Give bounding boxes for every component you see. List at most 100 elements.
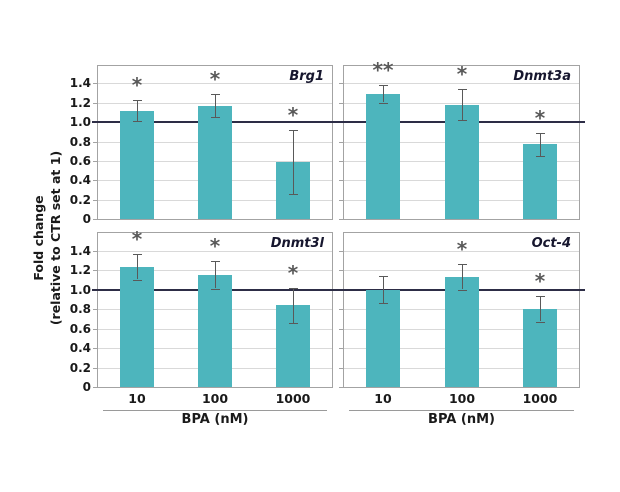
error-bar-dnmt3a-100nM [462, 89, 463, 120]
y-tick-label-1.4: 1.4 [69, 244, 91, 258]
error-bar-cap-top [536, 296, 545, 297]
y-tick-mark-0 [93, 387, 97, 388]
y-tick-label-1: 1.0 [69, 283, 91, 297]
y-tick-mark-1.2 [339, 270, 343, 271]
error-bar-brg1-1000nM [293, 130, 294, 194]
y-tick-mark-0.2 [339, 368, 343, 369]
y-tick-mark-1.4 [93, 251, 97, 252]
significance-marker-dnmt3l-100nM: * [209, 234, 221, 258]
error-bar-dnmt3a-10nM [383, 85, 384, 102]
bar-dnmt3a-10nM [366, 94, 400, 219]
error-bar-cap-top [458, 89, 467, 90]
y-tick-mark-0.8 [93, 309, 97, 310]
y-tick-mark-1.4 [93, 83, 97, 84]
gridline-1.2 [344, 270, 579, 271]
y-tick-label-1.4: 1.4 [69, 76, 91, 90]
y-tick-mark-0.4 [93, 348, 97, 349]
significance-marker-dnmt3a-1000nM: * [534, 106, 546, 130]
bar-dnmt3l-10nM [120, 267, 154, 387]
y-tick-mark-0 [339, 219, 343, 220]
bar-dnmt3a-100nM [445, 105, 479, 219]
y-tick-label-0.2: 0.2 [69, 193, 91, 207]
error-bar-cap-top [379, 276, 388, 277]
y-tick-mark-0.6 [93, 329, 97, 330]
error-bar-cap-bottom [289, 194, 298, 195]
y-tick-mark-0 [339, 387, 343, 388]
y-axis-title-line1: Fold change [31, 195, 46, 281]
gene-label-dnmt3a: Dnmt3a [513, 69, 571, 84]
y-tick-mark-0.8 [339, 309, 343, 310]
x-tick-label-1000nM: 1000 [275, 391, 311, 406]
error-bar-dnmt3a-1000nM [540, 133, 541, 156]
significance-marker-oct-4-1000nM: * [534, 269, 546, 293]
x-tick-label-10nM: 10 [374, 391, 392, 406]
y-tick-mark-1.2 [93, 103, 97, 104]
x-tick-label-100nM: 100 [448, 391, 476, 406]
y-tick-mark-0.2 [339, 200, 343, 201]
x-axis-divider-line [349, 410, 574, 411]
gene-label-dnmt3l: Dnmt3l [270, 236, 324, 251]
error-bar-cap-bottom [458, 290, 467, 291]
error-bar-oct-4-1000nM [540, 296, 541, 321]
y-tick-mark-0.8 [339, 142, 343, 143]
error-bar-dnmt3l-10nM [137, 254, 138, 279]
significance-marker-dnmt3l-1000nM: * [287, 261, 299, 285]
y-tick-label-0.2: 0.2 [69, 361, 91, 375]
bar-brg1-10nM [120, 111, 154, 219]
panel-brg1: * * * Brg1 0 0.2 0.4 0.6 0.8 1.0 1.2 1.4 [70, 65, 338, 226]
y-tick-label-1.2: 1.2 [69, 263, 91, 277]
y-tick-mark-0.6 [339, 329, 343, 330]
gridline-1.4 [344, 251, 579, 252]
x-tick-label-100nM: 100 [201, 391, 229, 406]
gridline-1.2 [344, 103, 579, 104]
error-bar-cap-bottom [536, 322, 545, 323]
y-tick-mark-0.6 [339, 161, 343, 162]
gridline-1.4 [98, 83, 332, 84]
y-tick-label-1: 1.0 [69, 115, 91, 129]
x-axis-divider-line [103, 410, 327, 411]
error-bar-cap-bottom [133, 280, 142, 281]
y-tick-mark-0.4 [93, 180, 97, 181]
y-tick-label-0: 0 [82, 380, 91, 394]
error-bar-cap-top [289, 130, 298, 131]
gridline-1.4 [98, 251, 332, 252]
panel-dnmt3a: ** * * Dnmt3a [338, 60, 585, 220]
error-bar-brg1-100nM [215, 94, 216, 117]
error-bar-cap-top [211, 261, 220, 262]
y-tick-mark-1.2 [339, 103, 343, 104]
x-tick-label-1000nM: 1000 [522, 391, 558, 406]
significance-marker-oct-4-100nM: * [456, 237, 468, 261]
bar-dnmt3l-100nM [198, 275, 232, 387]
y-tick-label-0.4: 0.4 [69, 173, 91, 187]
significance-marker-dnmt3a-100nM: * [456, 62, 468, 86]
error-bar-oct-4-10nM [383, 276, 384, 303]
error-bar-cap-bottom [133, 121, 142, 122]
y-tick-mark-0 [93, 219, 97, 220]
y-tick-mark-1.4 [339, 83, 343, 84]
significance-marker-brg1-1000nM: * [287, 103, 299, 127]
error-bar-dnmt3l-1000nM [293, 288, 294, 323]
error-bar-cap-bottom [379, 103, 388, 104]
y-tick-label-0.6: 0.6 [69, 154, 91, 168]
y-tick-label-0.8: 0.8 [69, 135, 91, 149]
y-tick-mark-0.4 [339, 180, 343, 181]
bar-oct-4-100nM [445, 277, 479, 387]
bar-oct-4-10nM [366, 290, 400, 387]
significance-marker-brg1-100nM: * [209, 67, 221, 91]
error-bar-cap-top [289, 288, 298, 289]
y-tick-mark-1.4 [339, 251, 343, 252]
y-tick-mark-0.2 [93, 368, 97, 369]
error-bar-cap-bottom [289, 323, 298, 324]
y-tick-label-1.2: 1.2 [69, 96, 91, 110]
panel-dnmt3l: * * * Dnmt3l 0 0.2 0.4 0.6 0.8 1.0 1.2 1.4 10 100 1000 [70, 229, 338, 406]
error-bar-cap-top [458, 264, 467, 265]
y-tick-label-0.8: 0.8 [69, 302, 91, 316]
y-tick-mark-0.6 [93, 161, 97, 162]
bar-brg1-100nM [198, 106, 232, 219]
error-bar-cap-bottom [536, 156, 545, 157]
error-bar-cap-bottom [211, 289, 220, 290]
error-bar-cap-bottom [211, 117, 220, 118]
y-tick-mark-1.2 [93, 270, 97, 271]
y-tick-mark-0.4 [339, 348, 343, 349]
